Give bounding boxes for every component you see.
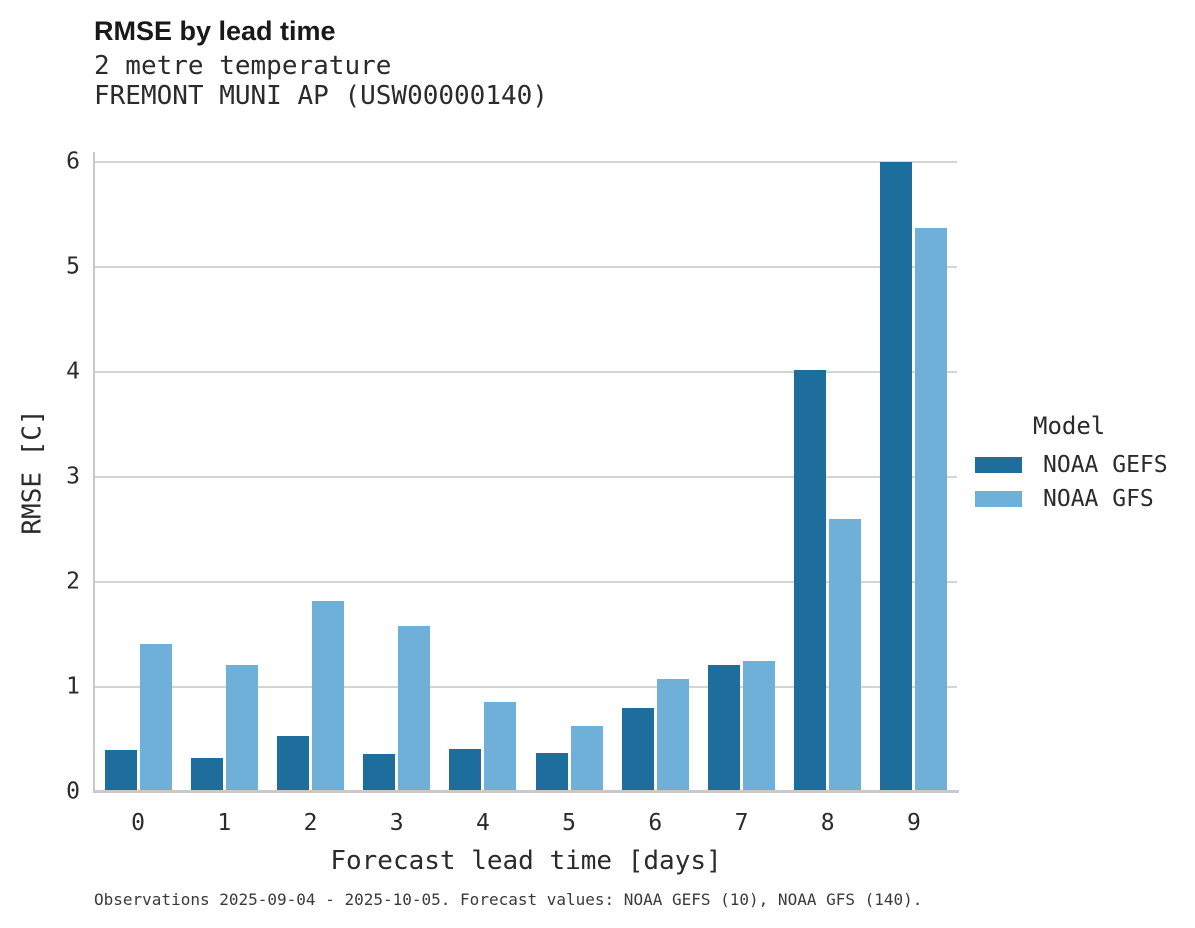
y-tick-0: 0 bbox=[66, 778, 80, 805]
y-axis-line bbox=[93, 152, 95, 793]
x-tick-5: 5 bbox=[562, 810, 577, 836]
legend-item-noaa-gefs: NOAA GEFS bbox=[975, 452, 1195, 478]
bar-noaa-gefs-lead-1 bbox=[190, 758, 223, 792]
x-tick-4: 4 bbox=[475, 810, 490, 836]
legend-swatch-noaa-gfs bbox=[975, 491, 1022, 507]
bar-noaa-gfs-lead-0 bbox=[139, 644, 172, 792]
gridline-y-4 bbox=[95, 371, 957, 373]
bar-noaa-gefs-lead-6 bbox=[621, 708, 654, 792]
bar-noaa-gfs-lead-2 bbox=[312, 601, 344, 792]
y-tick-2: 2 bbox=[66, 568, 80, 595]
legend-item-label: NOAA GEFS bbox=[1043, 452, 1168, 478]
bar-noaa-gefs-lead-3 bbox=[363, 754, 396, 792]
gridline-y-1 bbox=[95, 686, 957, 688]
y-axis-tick-labels: 0 1 2 3 4 5 6 bbox=[0, 148, 80, 803]
y-tick-3: 3 bbox=[66, 463, 80, 490]
x-axis-line bbox=[93, 790, 959, 793]
bar-noaa-gefs-lead-2 bbox=[277, 736, 309, 792]
gridline-y-5 bbox=[95, 266, 957, 268]
y-tick-5: 5 bbox=[66, 253, 80, 280]
legend-item-label: NOAA GFS bbox=[1043, 486, 1154, 512]
chart-title: RMSE by lead time bbox=[94, 16, 336, 46]
x-axis-tick-labels: 0 1 2 3 4 5 6 7 8 9 bbox=[95, 812, 957, 842]
bar-noaa-gfs-lead-4 bbox=[484, 702, 517, 792]
gridline-y-3 bbox=[95, 476, 957, 478]
chart-subtitle-station: FREMONT MUNI AP (USW00000140) bbox=[94, 81, 548, 111]
y-tick-6: 6 bbox=[66, 148, 80, 175]
x-axis-label: Forecast lead time [days] bbox=[330, 846, 722, 876]
bar-noaa-gefs-lead-4 bbox=[449, 749, 482, 792]
x-tick-1: 1 bbox=[217, 810, 232, 836]
legend-swatch-noaa-gefs bbox=[975, 457, 1022, 473]
chart-subtitle-variable: 2 metre temperature bbox=[94, 51, 392, 81]
x-tick-0: 0 bbox=[131, 810, 146, 836]
bar-noaa-gefs-lead-5 bbox=[535, 753, 568, 792]
y-tick-1: 1 bbox=[66, 673, 80, 700]
x-tick-9: 9 bbox=[906, 810, 921, 836]
legend-title: Model bbox=[1033, 412, 1106, 440]
gridline-y-6 bbox=[95, 161, 957, 163]
x-tick-7: 7 bbox=[734, 810, 749, 836]
bar-noaa-gfs-lead-3 bbox=[398, 626, 431, 792]
legend-item-noaa-gfs: NOAA GFS bbox=[975, 486, 1195, 512]
bar-noaa-gfs-lead-7 bbox=[743, 661, 775, 792]
x-tick-3: 3 bbox=[389, 810, 404, 836]
footer-note: Observations 2025-09-04 - 2025-10-05. Fo… bbox=[94, 890, 923, 909]
bar-noaa-gfs-lead-5 bbox=[570, 726, 603, 792]
gridline-y-2 bbox=[95, 581, 957, 583]
bar-noaa-gfs-lead-1 bbox=[225, 665, 258, 792]
x-tick-2: 2 bbox=[303, 810, 318, 836]
legend-items: NOAA GEFS NOAA GFS bbox=[975, 452, 1195, 512]
bar-noaa-gefs-lead-7 bbox=[708, 665, 740, 792]
legend: Model NOAA GEFS NOAA GFS bbox=[975, 412, 1195, 522]
bar-noaa-gefs-lead-0 bbox=[104, 750, 137, 792]
plot-area bbox=[95, 152, 957, 792]
y-tick-4: 4 bbox=[66, 358, 80, 385]
bar-noaa-gefs-lead-9 bbox=[880, 162, 913, 792]
bar-noaa-gfs-lead-8 bbox=[829, 519, 862, 792]
bar-noaa-gfs-lead-9 bbox=[915, 228, 948, 792]
bar-noaa-gfs-lead-6 bbox=[656, 679, 689, 792]
x-tick-8: 8 bbox=[820, 810, 835, 836]
x-tick-6: 6 bbox=[648, 810, 663, 836]
bar-noaa-gefs-lead-8 bbox=[794, 370, 827, 792]
